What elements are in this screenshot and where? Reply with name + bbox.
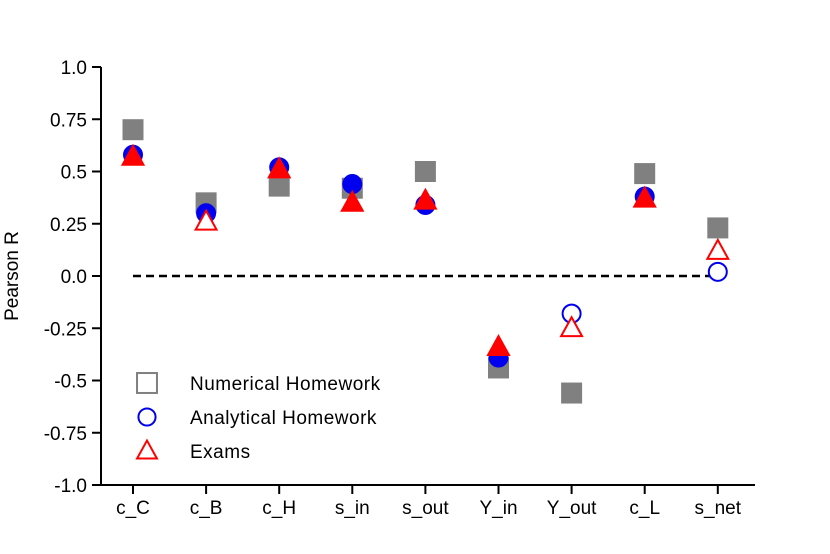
x-tick-label: c_H — [262, 498, 296, 519]
point-numerical-homework — [561, 382, 583, 404]
point-exams — [559, 315, 584, 338]
y-tick-label: 0.5 — [61, 163, 87, 184]
x-tick-label: Y_in — [479, 498, 517, 519]
axes: 1.0 0.75 0.5 0.25 0.0 -0.25 -0.5 -0.75 -1.0 c_C c_… — [44, 58, 755, 519]
y-axis-title: Pearson R — [2, 231, 23, 321]
y-tick-label: -0.75 — [44, 424, 87, 445]
point-numerical-homework — [634, 163, 656, 185]
point-numerical-homework — [268, 175, 290, 197]
point-exams — [193, 208, 219, 231]
legend: Numerical Homework Analytical Homework Exa… — [135, 372, 381, 463]
y-tick-label: -1.0 — [54, 476, 87, 497]
point-analytical-homework — [707, 261, 728, 282]
x-tick-label: c_L — [629, 498, 660, 519]
x-tick-label: s_out — [402, 498, 449, 519]
x-tick-label: s_in — [335, 498, 370, 519]
point-exams — [705, 237, 730, 260]
point-exams — [340, 189, 365, 212]
data-marks — [120, 119, 730, 404]
y-tick-label: 0.25 — [50, 215, 87, 236]
x-tick-label: c_B — [190, 498, 223, 519]
legend-label-analytical-homework: Analytical Homework — [190, 408, 377, 429]
legend-marker-exams — [135, 438, 159, 460]
y-tick-label: 0.75 — [50, 110, 87, 131]
point-numerical-homework — [122, 119, 144, 141]
legend-label-exams: Exams — [190, 442, 251, 463]
legend-marker-numerical-homework — [136, 372, 158, 394]
point-exams — [632, 185, 657, 208]
legend-label-numerical-homework: Numerical Homework — [190, 374, 381, 395]
x-tick-label: Y_out — [547, 498, 597, 519]
point-exams — [267, 156, 292, 179]
y-tick-label: -0.5 — [54, 372, 87, 393]
point-numerical-homework — [707, 217, 729, 239]
point-exams — [120, 143, 146, 166]
y-tick-label: 0.0 — [61, 267, 87, 288]
point-exams — [486, 333, 511, 356]
y-tick-label: -0.25 — [44, 319, 87, 340]
x-tick-label: c_C — [116, 498, 150, 519]
point-numerical-homework — [414, 161, 436, 182]
y-tick-label: 1.0 — [61, 58, 87, 79]
x-tick-label: s_net — [695, 498, 742, 519]
legend-marker-analytical-homework — [137, 407, 157, 427]
point-exams — [413, 187, 438, 210]
